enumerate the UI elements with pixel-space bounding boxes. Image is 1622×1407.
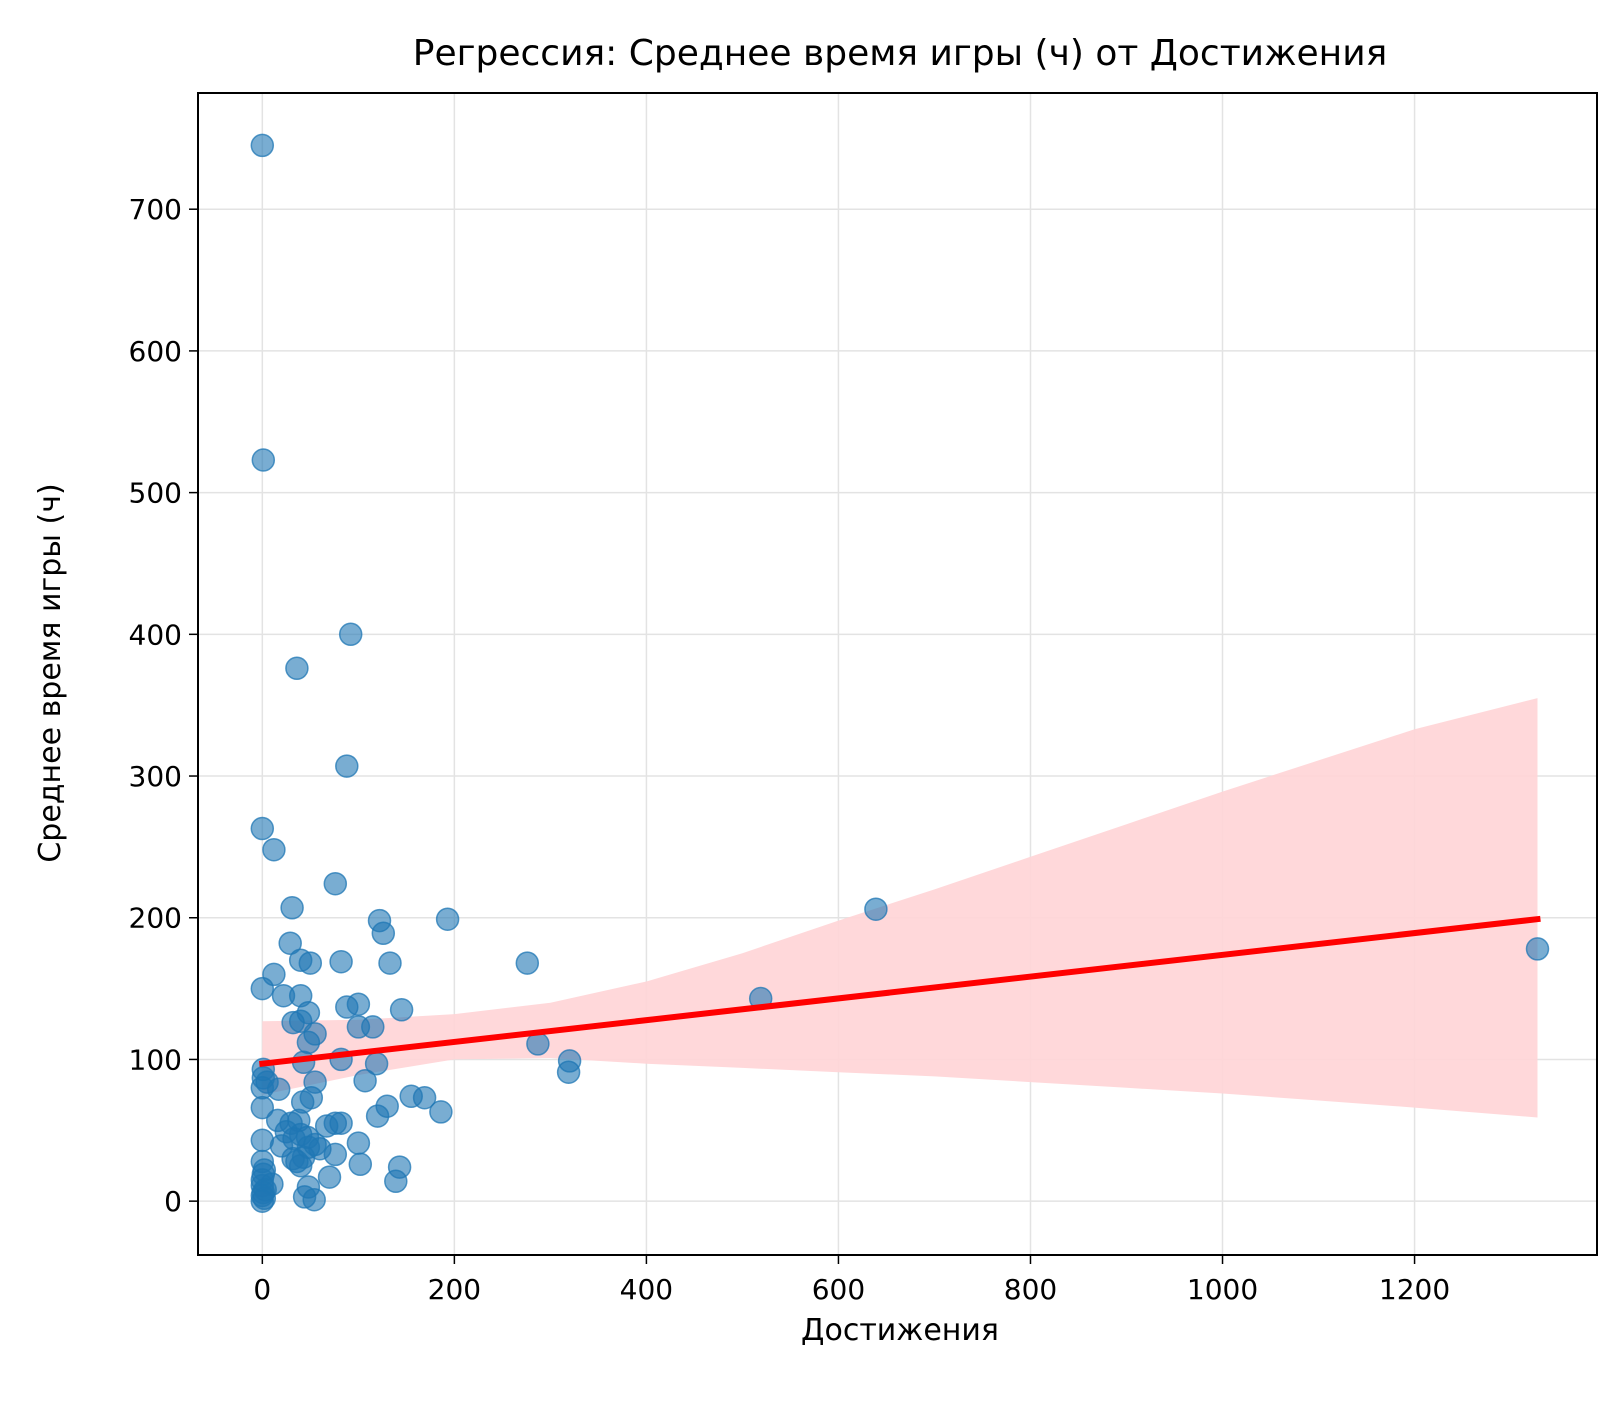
scatter-point bbox=[1525, 937, 1550, 961]
y-tick-label: 200 bbox=[129, 902, 182, 935]
y-tick-label: 100 bbox=[129, 1043, 182, 1076]
scatter-point bbox=[303, 1132, 327, 1157]
scatter-point bbox=[296, 1030, 321, 1055]
scatter-point bbox=[266, 1077, 291, 1101]
y-tick-label: 300 bbox=[129, 760, 182, 793]
scatter-point bbox=[335, 754, 359, 778]
x-tick-label: 0 bbox=[253, 1273, 271, 1306]
scatter-point bbox=[389, 998, 414, 1022]
scatter-point bbox=[515, 951, 540, 975]
regression-line-group bbox=[259, 915, 1541, 1068]
x-tick-label: 1000 bbox=[1187, 1273, 1258, 1306]
scatter-point bbox=[250, 816, 275, 841]
scatter-point bbox=[346, 992, 371, 1016]
y-tick-label: 600 bbox=[129, 335, 182, 368]
scatter-point bbox=[302, 1187, 326, 1212]
y-tick-label: 700 bbox=[129, 193, 182, 226]
scatter-point bbox=[250, 1095, 275, 1120]
grid-lines bbox=[198, 93, 1597, 1255]
scatter-points bbox=[250, 133, 1550, 1213]
x-axis-label: Достижения bbox=[801, 1313, 999, 1348]
scatter-point bbox=[353, 1068, 377, 1093]
scatter-point bbox=[298, 951, 323, 975]
y-axis-label: Среднее время игры (ч) bbox=[33, 483, 68, 862]
scatter-point bbox=[314, 1114, 339, 1138]
scatter-point bbox=[285, 656, 309, 681]
scatter-point bbox=[317, 1165, 342, 1189]
scatter-point bbox=[323, 871, 348, 896]
scatter-point bbox=[384, 1169, 408, 1194]
scatter-point bbox=[378, 951, 402, 975]
x-tick-label: 600 bbox=[812, 1273, 865, 1306]
scatter-point bbox=[278, 931, 302, 955]
scatter-point bbox=[412, 1085, 437, 1110]
scatter-point bbox=[250, 1189, 275, 1213]
x-tick-label: 400 bbox=[620, 1273, 673, 1306]
scatter-point bbox=[250, 133, 275, 158]
y-tick-label: 500 bbox=[129, 477, 182, 510]
scatter-point bbox=[338, 622, 363, 647]
y-tick-label: 0 bbox=[164, 1185, 182, 1218]
scatter-point bbox=[348, 1152, 373, 1177]
y-axis-ticks: 0 100 200 300 400 500 600 700 bbox=[129, 193, 198, 1218]
scatter-point bbox=[250, 976, 275, 1001]
x-axis-ticks: 0 200 400 600 800 1000 1200 bbox=[253, 1255, 1450, 1306]
confidence-band-group bbox=[262, 698, 1538, 1118]
scatter-point bbox=[435, 907, 460, 931]
regression-line bbox=[259, 915, 1541, 1068]
scatter-point bbox=[371, 921, 396, 946]
scatter-point bbox=[346, 1131, 371, 1155]
x-tick-label: 1200 bbox=[1379, 1273, 1450, 1306]
x-tick-label: 200 bbox=[428, 1273, 481, 1306]
scatter-point bbox=[329, 949, 353, 974]
scatter-point bbox=[251, 448, 276, 472]
scatter-point bbox=[280, 896, 304, 920]
chart-title: Регрессия: Среднее время игры (ч) от Дос… bbox=[413, 33, 1388, 74]
scatter-point bbox=[285, 1149, 309, 1174]
scatter-point bbox=[429, 1100, 453, 1124]
scatter-point bbox=[556, 1060, 581, 1084]
scatter-point bbox=[262, 837, 286, 862]
y-tick-label: 400 bbox=[129, 618, 182, 651]
scatter-point bbox=[361, 1015, 385, 1039]
plot-area-frame bbox=[197, 92, 1598, 1256]
scatter-point bbox=[864, 897, 888, 921]
scatter-point bbox=[323, 1142, 348, 1167]
x-tick-label: 800 bbox=[1004, 1273, 1057, 1306]
scatter-point bbox=[365, 1104, 390, 1128]
confidence-band bbox=[262, 698, 1538, 1118]
